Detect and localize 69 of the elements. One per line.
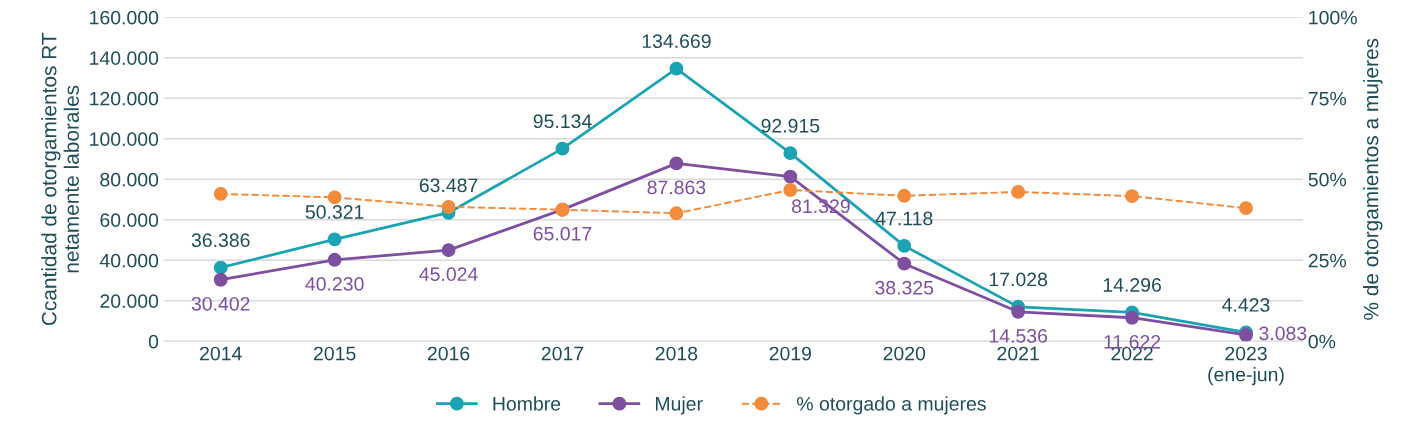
y-tick-label: 160.000 [90, 10, 159, 25]
data-label: 47.118 [875, 211, 933, 226]
point [213, 272, 228, 287]
y-tick-label: 120.000 [90, 91, 159, 106]
x-tick-label: 2017 [541, 346, 584, 361]
data-label: 65.017 [533, 226, 592, 241]
data-label: 38.325 [875, 280, 934, 295]
data-label: 63.487 [419, 178, 478, 193]
point [441, 199, 456, 214]
x-tick-label: 2020 [883, 346, 926, 361]
legend-label: Mujer [655, 396, 703, 415]
point [783, 169, 798, 184]
point [213, 260, 228, 275]
y-tick-label: 80.000 [100, 172, 159, 187]
legend-label: % otorgado a mujeres [797, 396, 986, 415]
point [555, 141, 570, 156]
y2-axis-title: % de otorgamientos a mujeres [1363, 38, 1383, 320]
data-label: 3.083 [1259, 326, 1307, 341]
data-label: 14.296 [1103, 278, 1161, 292]
x-tick-label: 2016 [427, 346, 470, 361]
data-label: 95.134 [533, 114, 592, 129]
y2-tick-label: 50% [1308, 172, 1347, 187]
point [1239, 201, 1253, 216]
y2-tick-label: 100% [1309, 10, 1357, 25]
data-label: 50.321 [305, 205, 364, 219]
data-label: 30.402 [191, 296, 250, 311]
x-tick-label: 2018 [655, 346, 698, 361]
y-tick-label: 140.000 [90, 51, 159, 66]
y-tick-label: 40.000 [99, 253, 159, 268]
point [213, 186, 228, 201]
data-label: 87.863 [647, 180, 706, 195]
point [669, 206, 684, 221]
data-label: 36.386 [191, 233, 250, 248]
y2-tick-label: 0% [1308, 334, 1336, 349]
point [1125, 310, 1140, 325]
y2-tick-label: 25% [1308, 253, 1347, 268]
legend-label: Hombre [493, 396, 561, 411]
point [441, 243, 456, 258]
point [669, 156, 684, 171]
x-tick-label: 2014 [200, 346, 242, 361]
point [1011, 304, 1026, 319]
data-label: 4.423 [1222, 298, 1270, 312]
point [897, 188, 912, 203]
x-tick-label: 2021 [997, 346, 1039, 361]
data-label: 45.024 [419, 267, 478, 282]
point [669, 61, 684, 76]
point [897, 238, 912, 253]
y-tick-label: 60.000 [100, 213, 159, 228]
data-label: 134.669 [642, 34, 711, 49]
data-label: 14.536 [989, 329, 1048, 343]
data-label: 17.028 [989, 272, 1048, 287]
point [783, 146, 798, 161]
y-tick-label: 20.000 [100, 294, 159, 309]
point [1125, 189, 1140, 204]
point [783, 183, 798, 197]
data-label: 92.915 [761, 118, 820, 133]
x-tick-label: 2023 (ene-jun) [1208, 346, 1284, 386]
point [897, 256, 912, 271]
point [1011, 184, 1026, 199]
y-axis-title: Ccantidad de otorgamientos RT netamente laborales [41, 32, 79, 326]
data-label: 40.230 [305, 276, 364, 291]
x-tick-label: 2015 [313, 346, 356, 361]
y-tick-label: 0 [148, 334, 159, 349]
point [327, 252, 342, 267]
point [327, 232, 342, 247]
x-tick-label: 2019 [769, 346, 812, 361]
point [327, 190, 342, 205]
y-tick-label: 100.000 [90, 132, 159, 147]
y2-tick-label: 75% [1308, 91, 1347, 106]
